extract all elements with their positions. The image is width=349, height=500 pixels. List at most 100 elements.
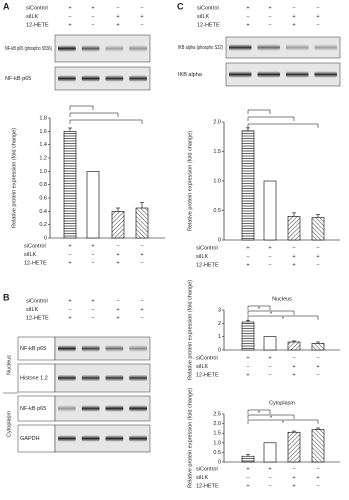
chart-title: Nucleus xyxy=(272,296,292,302)
condition-sign: + xyxy=(68,260,71,266)
condition-sign: − xyxy=(140,5,143,11)
bar xyxy=(135,207,149,239)
y-tick-label: 1.5 xyxy=(213,149,221,155)
condition-sign: + xyxy=(68,315,71,321)
y-tick-label: 2 xyxy=(218,321,221,327)
blot xyxy=(54,336,151,361)
condition-sign: − xyxy=(246,475,249,481)
condition-sign: − xyxy=(268,262,271,268)
condition-sign: + xyxy=(292,254,295,260)
blot-band xyxy=(129,345,147,352)
bar xyxy=(287,431,301,463)
significance-label: * xyxy=(258,410,261,416)
condition-sign: + xyxy=(292,14,295,20)
bar xyxy=(241,130,255,241)
condition-sign: − xyxy=(316,483,319,489)
condition-sign: − xyxy=(316,355,319,361)
blot-band xyxy=(81,45,100,52)
bar xyxy=(311,217,325,241)
y-axis-label: Relative protein expression (fold change… xyxy=(187,280,193,380)
bar xyxy=(287,341,301,351)
condition-label: siControl xyxy=(26,5,48,11)
condition-sign: − xyxy=(268,372,271,378)
bar xyxy=(263,180,277,241)
bar xyxy=(263,336,277,351)
blot-band xyxy=(105,345,124,352)
group-label: Nucleus xyxy=(6,355,12,375)
y-tick-label: 0.6 xyxy=(39,195,47,201)
condition-sign: + xyxy=(246,466,249,472)
y-tick-label: 0 xyxy=(218,347,221,353)
y-axis-label: Relative protein expression (fold change… xyxy=(11,128,17,228)
significance-bracket xyxy=(69,105,94,110)
y-tick-label: 0.8 xyxy=(39,182,47,188)
condition-sign: − xyxy=(116,5,119,11)
condition-sign: − xyxy=(68,307,71,313)
y-tick-label: 0 xyxy=(218,459,221,465)
condition-label: 12-HETE xyxy=(196,483,219,489)
significance-bracket xyxy=(247,310,295,315)
blot-label: IKB alpha (phospho S32) xyxy=(178,45,223,51)
panel-label: A xyxy=(3,1,10,11)
condition-label: siILK xyxy=(197,14,210,20)
condition-sign: − xyxy=(268,364,271,370)
condition-sign: − xyxy=(316,22,319,28)
condition-label: siControl xyxy=(24,243,46,249)
y-axis-label: Relative protein expression (fold change… xyxy=(187,131,193,231)
condition-sign: + xyxy=(68,243,71,249)
condition-sign: + xyxy=(316,14,319,20)
blot-band xyxy=(286,44,309,51)
condition-sign: − xyxy=(116,243,119,249)
condition-sign: + xyxy=(140,307,143,313)
blot-band xyxy=(229,44,252,51)
condition-sign: + xyxy=(140,14,143,20)
bar xyxy=(311,429,325,463)
y-tick-label: 3 xyxy=(218,307,221,313)
condition-label: siControl xyxy=(26,298,48,304)
condition-sign: + xyxy=(68,298,71,304)
y-tick-label: 1.8 xyxy=(39,115,47,121)
y-tick-label: 1.4 xyxy=(39,142,47,148)
y-tick-label: 1 xyxy=(218,334,221,340)
condition-sign: − xyxy=(68,252,71,258)
y-tick-label: 0.5 xyxy=(213,450,221,456)
condition-sign: − xyxy=(116,298,119,304)
condition-label: siILK xyxy=(196,364,209,370)
condition-label: siControl xyxy=(196,466,218,472)
blot-band xyxy=(105,435,124,442)
blot-band xyxy=(105,45,124,52)
condition-sign: + xyxy=(246,483,249,489)
condition-label: siILK xyxy=(196,475,209,481)
significance-bracket xyxy=(247,123,319,128)
bar xyxy=(111,211,125,239)
condition-label: siILK xyxy=(26,307,39,313)
condition-sign: − xyxy=(91,14,94,20)
condition-sign: − xyxy=(316,466,319,472)
blot-band xyxy=(129,405,147,412)
condition-sign: + xyxy=(268,5,271,11)
blot-band xyxy=(58,405,76,412)
condition-sign: + xyxy=(292,262,295,268)
bar xyxy=(63,131,77,239)
significance-bracket xyxy=(247,116,295,121)
condition-sign: − xyxy=(140,260,143,266)
blot-band xyxy=(229,71,252,78)
blot-band xyxy=(81,345,100,352)
condition-sign: + xyxy=(292,483,295,489)
y-tick-label: 1.0 xyxy=(213,440,221,446)
condition-sign: − xyxy=(246,364,249,370)
blot-band xyxy=(58,75,76,82)
y-tick-label: 2.0 xyxy=(213,119,221,125)
condition-sign: + xyxy=(91,243,94,249)
y-tick-label: 2.0 xyxy=(213,421,221,427)
condition-sign: + xyxy=(292,22,295,28)
condition-sign: + xyxy=(68,22,71,28)
blot xyxy=(225,62,341,87)
condition-label: 12-HETE xyxy=(24,260,47,266)
blot-band xyxy=(105,405,124,412)
condition-sign: − xyxy=(91,252,94,258)
y-tick-label: 0 xyxy=(218,237,221,243)
condition-sign: + xyxy=(116,14,119,20)
condition-sign: + xyxy=(246,245,249,251)
condition-sign: + xyxy=(116,315,119,321)
